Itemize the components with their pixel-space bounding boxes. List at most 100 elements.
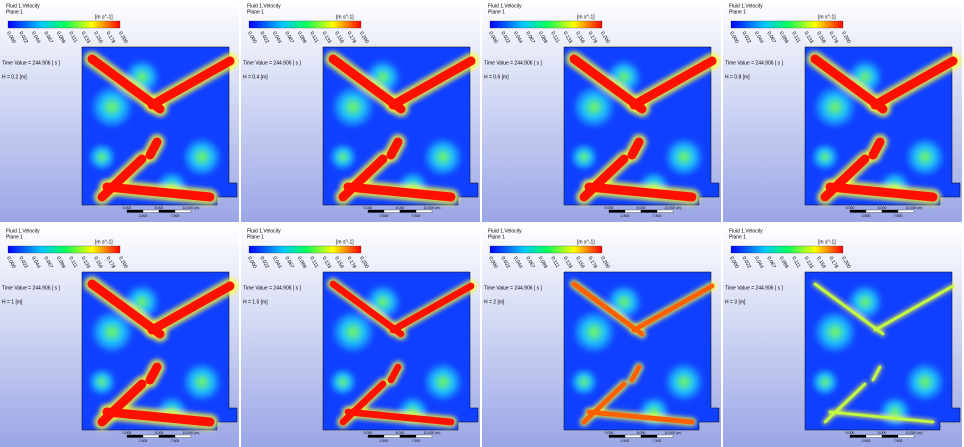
time-value: Time Value = 244.906 [ s ] [725,60,784,66]
colorbar-tick-label: 0.200 [599,256,611,270]
scale-bar-label: 2.500 [862,214,871,218]
velocity-blob [90,85,134,129]
jet-core [870,56,958,110]
jet-core [584,182,697,202]
scale-bar-segment [881,434,899,438]
legend-title: Fluid 1.Velocity [247,228,281,234]
colorbar-tick-label: 0.200 [840,256,852,270]
scale-bar-segment [865,209,883,213]
scale-bar-segment [849,434,867,438]
colorbar-tick-label: 0.156 [815,256,827,270]
colorbar-tick-label: 0.067 [765,31,777,45]
plane-label: Plane 1 [247,234,264,240]
jet-core [329,280,405,338]
legend-title: Fluid 1.Velocity [488,3,522,9]
velocity-blob [847,284,883,320]
unit-label: [m s^-1] [336,14,354,20]
colorbar-tick-label: 0.156 [333,31,345,45]
colorbar-tick-label: 0.200 [358,256,370,270]
scale-bar-label: 10.000 (m) [424,431,441,435]
velocity-blob [331,310,375,354]
plane-label: Plane 1 [488,9,505,15]
plane-label: Plane 1 [6,234,23,240]
colorbar-tick-label: 0.111 [67,256,78,269]
contour-plot [804,271,961,431]
height-label: H = 0.6 [m] [484,74,509,80]
scale-bar-label: 2.500 [862,439,871,443]
scale-bar-segment [415,434,433,438]
jet-core [571,281,645,337]
colorbar-tick-label: 0.111 [549,256,560,269]
velocity-blob [811,368,839,396]
scale-bar-segment [608,209,626,213]
velocity-blob [329,368,357,396]
colorbar-tick-label: 0.000 [5,31,17,45]
velocity-blob [664,362,704,402]
height-label: H = 0.4 [m] [243,74,268,80]
colorbar [489,20,603,29]
colorbar-tick-label: 0.111 [549,31,560,44]
scale-bar-label: 5.000 [155,206,164,210]
plane-label: Plane 1 [6,9,23,15]
time-value: Time Value = 244.906 [ s ] [484,285,543,291]
legend-title: Fluid 1.Velocity [488,228,522,234]
unit-label: [m s^-1] [577,14,595,20]
time-value: Time Value = 244.906 [ s ] [725,285,784,291]
colorbar-tick-label: 0.022 [500,31,512,45]
plane-label: Plane 1 [247,9,264,15]
scale-bar-segment [158,209,176,213]
colorbar-tick-label: 0.111 [67,31,78,44]
jet-core [828,410,935,424]
scale-bar-segment [865,434,883,438]
velocity-blob [331,85,375,129]
colorbar-tick-label: 0.000 [728,31,740,45]
colorbar-tick-label: 0.044 [512,256,524,270]
colorbar-tick-label: 0.200 [117,31,129,45]
time-value: Time Value = 244.906 [ s ] [484,60,543,66]
time-value: Time Value = 244.906 [ s ] [243,285,302,291]
legend-title: Fluid 1.Velocity [729,228,763,234]
jet-core [629,56,717,110]
legend-title: Fluid 1.Velocity [6,3,40,9]
scale-bar-label: 0.000 [123,431,132,435]
scale-bar-label: 7.500 [171,439,180,443]
colorbar-tick-label: 0.044 [271,31,283,45]
colorbar-tick-label: 0.044 [30,256,42,270]
velocity-blob [664,137,704,177]
scale-bar-segment [624,434,642,438]
velocity-blob [423,137,463,177]
jet-core [328,54,406,114]
colorbar-tick-label: 0.067 [765,256,777,270]
colorbar-tick-label: 0.178 [346,256,358,270]
velocity-blob [182,137,222,177]
jet-core [871,365,882,382]
scale-bar-label: 2.500 [621,214,630,218]
velocity-blob [905,362,945,402]
colorbar-tick-label: 0.089 [537,256,549,270]
scale-bar-label: 5.000 [637,431,646,435]
scale-bar-label: 10.000 (m) [424,206,441,210]
jet-core [823,382,867,424]
colorbar-tick-label: 0.178 [587,256,599,270]
jet-core [631,283,715,333]
jet-core [102,407,215,427]
scale-bar-segment [849,209,867,213]
colorbar-tick-label: 0.022 [18,31,30,45]
scale-bar-label: 2.500 [380,439,389,443]
colorbar-tick-label: 0.022 [18,256,30,270]
colorbar-tick-label: 0.200 [358,31,370,45]
colorbar-tick-label: 0.044 [753,31,765,45]
velocity-blob [423,362,463,402]
velocity-blob [813,310,857,354]
colorbar-tick-label: 0.044 [512,31,524,45]
colorbar-tick-label: 0.022 [259,31,271,45]
scale-bar-label: 0.000 [605,431,614,435]
jet-core [810,54,888,114]
jet-core [627,137,644,160]
scale-bar-label: 7.500 [653,214,662,218]
jet-core [389,282,475,334]
jet-core [873,284,955,332]
height-label: H = 0.2 [m] [2,74,27,80]
contour-plot [563,46,720,206]
